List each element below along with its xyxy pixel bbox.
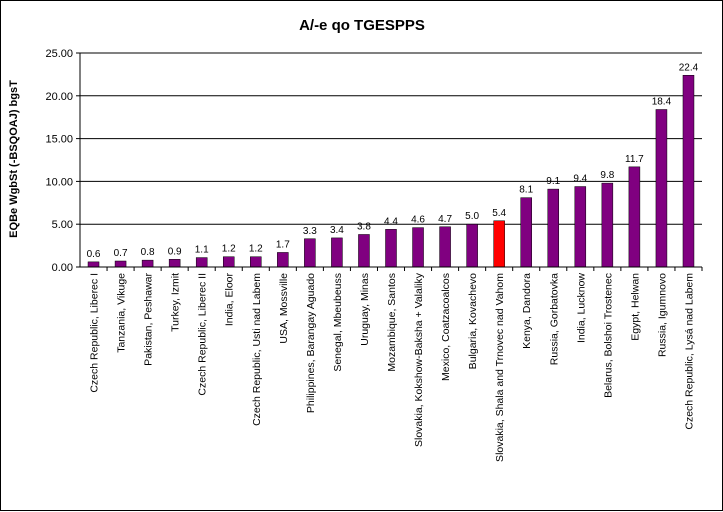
category-labels: Czech Republic, Liberec I Tanzania, Vikug…: [89, 272, 696, 462]
category-label: Senegal, Mbeubeuss: [332, 273, 344, 372]
bar: [601, 182, 614, 268]
data-label: 4.4: [384, 216, 398, 227]
category-label: Belarus, Bolshoi Trostenec: [602, 273, 614, 398]
data-label: 1.7: [276, 239, 290, 250]
bar: [655, 109, 668, 268]
bar: [222, 256, 235, 268]
bar: [439, 226, 451, 268]
gridlines: [76, 52, 703, 271]
category-label: Uruguay, Minas: [359, 273, 371, 346]
bars: [87, 75, 695, 268]
bar: [277, 252, 289, 268]
category-label: Czech Republic, Lysá nad Labem: [683, 273, 695, 430]
category-label: Mexico, Coatzacoalcos: [440, 273, 452, 381]
category-label: Slovakia, Shala and Trnovec nad Vahom: [494, 273, 506, 462]
category-label: Egypt, Helwan: [629, 273, 641, 341]
data-label: 0.9: [168, 246, 182, 257]
chart-title: A/-e qo TGESPPS: [299, 17, 425, 34]
data-label: 11.7: [625, 154, 644, 165]
y-tick-label: 0.00: [52, 262, 73, 274]
bar: [547, 188, 560, 268]
data-label: 1.2: [222, 244, 236, 255]
data-label: 1.2: [249, 244, 263, 255]
category-label: Russia, Gorbatovka: [548, 273, 560, 365]
bar: [87, 261, 100, 268]
bar: [520, 197, 532, 268]
y-tick-label: 15.00: [45, 134, 73, 146]
y-tick-labels: 0.00 5.00 10.00 15.00 20.00 25.00: [45, 48, 73, 274]
bar: [304, 238, 316, 268]
bar: [466, 223, 478, 268]
bar: [385, 229, 397, 268]
y-tick-label: 25.00: [45, 48, 73, 60]
data-label: 5.0: [465, 211, 479, 222]
category-label: Slovakia, Kokshow-Baksha + Valaliky: [413, 272, 425, 447]
data-label: 9.1: [546, 176, 560, 187]
category-label: Czech Republic, Liberec I: [89, 273, 101, 393]
bar: [331, 237, 343, 268]
data-label: 1.1: [195, 245, 209, 256]
category-label: Kenya, Dandora: [521, 273, 533, 349]
data-label: 3.8: [357, 221, 371, 232]
data-label: 9.8: [600, 170, 614, 181]
category-label: Czech Republic, Usti nad Labem: [251, 273, 263, 426]
data-label: 18.4: [652, 96, 672, 107]
category-label: USA, Mossville: [278, 273, 290, 344]
category-label: Russia, Igumnovo: [656, 273, 668, 357]
bar: [412, 227, 424, 268]
bar: [574, 186, 587, 268]
bar: [493, 220, 505, 268]
bar: [195, 257, 208, 268]
y-tick-label: 20.00: [45, 91, 73, 103]
axes: [79, 53, 702, 268]
category-label: Turkey, Izmit: [170, 273, 182, 332]
bar: [168, 259, 181, 268]
bar: [682, 75, 695, 268]
data-label: 8.1: [519, 185, 533, 196]
category-label: Pakistan, Peshawar: [143, 273, 155, 366]
data-label: 22.4: [679, 62, 699, 73]
y-tick-label: 10.00: [45, 176, 73, 188]
category-label: India, Lucknow: [575, 273, 587, 343]
data-label: 0.8: [141, 247, 155, 258]
data-label: 0.6: [87, 249, 101, 260]
bar: [141, 259, 154, 268]
data-label: 3.3: [303, 226, 317, 237]
bar: [358, 234, 370, 268]
y-axis-label: EQBe WgbSt (-BSQOAJ) bgsT: [8, 80, 20, 238]
data-label: 3.4: [330, 225, 344, 236]
bar: [114, 260, 127, 268]
bar: [250, 256, 262, 268]
data-label: 5.4: [492, 208, 506, 219]
category-label: Mozambique, Santos: [386, 273, 398, 372]
category-label: Philippines, Barangay Aguado: [305, 273, 317, 413]
data-label: 4.7: [438, 214, 452, 225]
y-tick-label: 5.00: [52, 219, 73, 231]
category-label: Bulgaria, Kovachevo: [467, 273, 479, 369]
data-label: 9.4: [573, 174, 587, 185]
category-label: Tanzania, Vikuge: [116, 273, 128, 353]
data-labels: 0.6 0.7 0.8 0.9 1.1 1.2 1.2 1.7 3.3 3.4 3.8 4.4 4.6 4…: [87, 62, 699, 260]
data-label: 0.7: [114, 248, 128, 259]
bar: [628, 166, 641, 268]
category-label: India, Eloor: [224, 273, 236, 327]
category-label: Czech Republic, Liberec II: [197, 273, 209, 396]
data-label: 4.6: [411, 215, 425, 226]
